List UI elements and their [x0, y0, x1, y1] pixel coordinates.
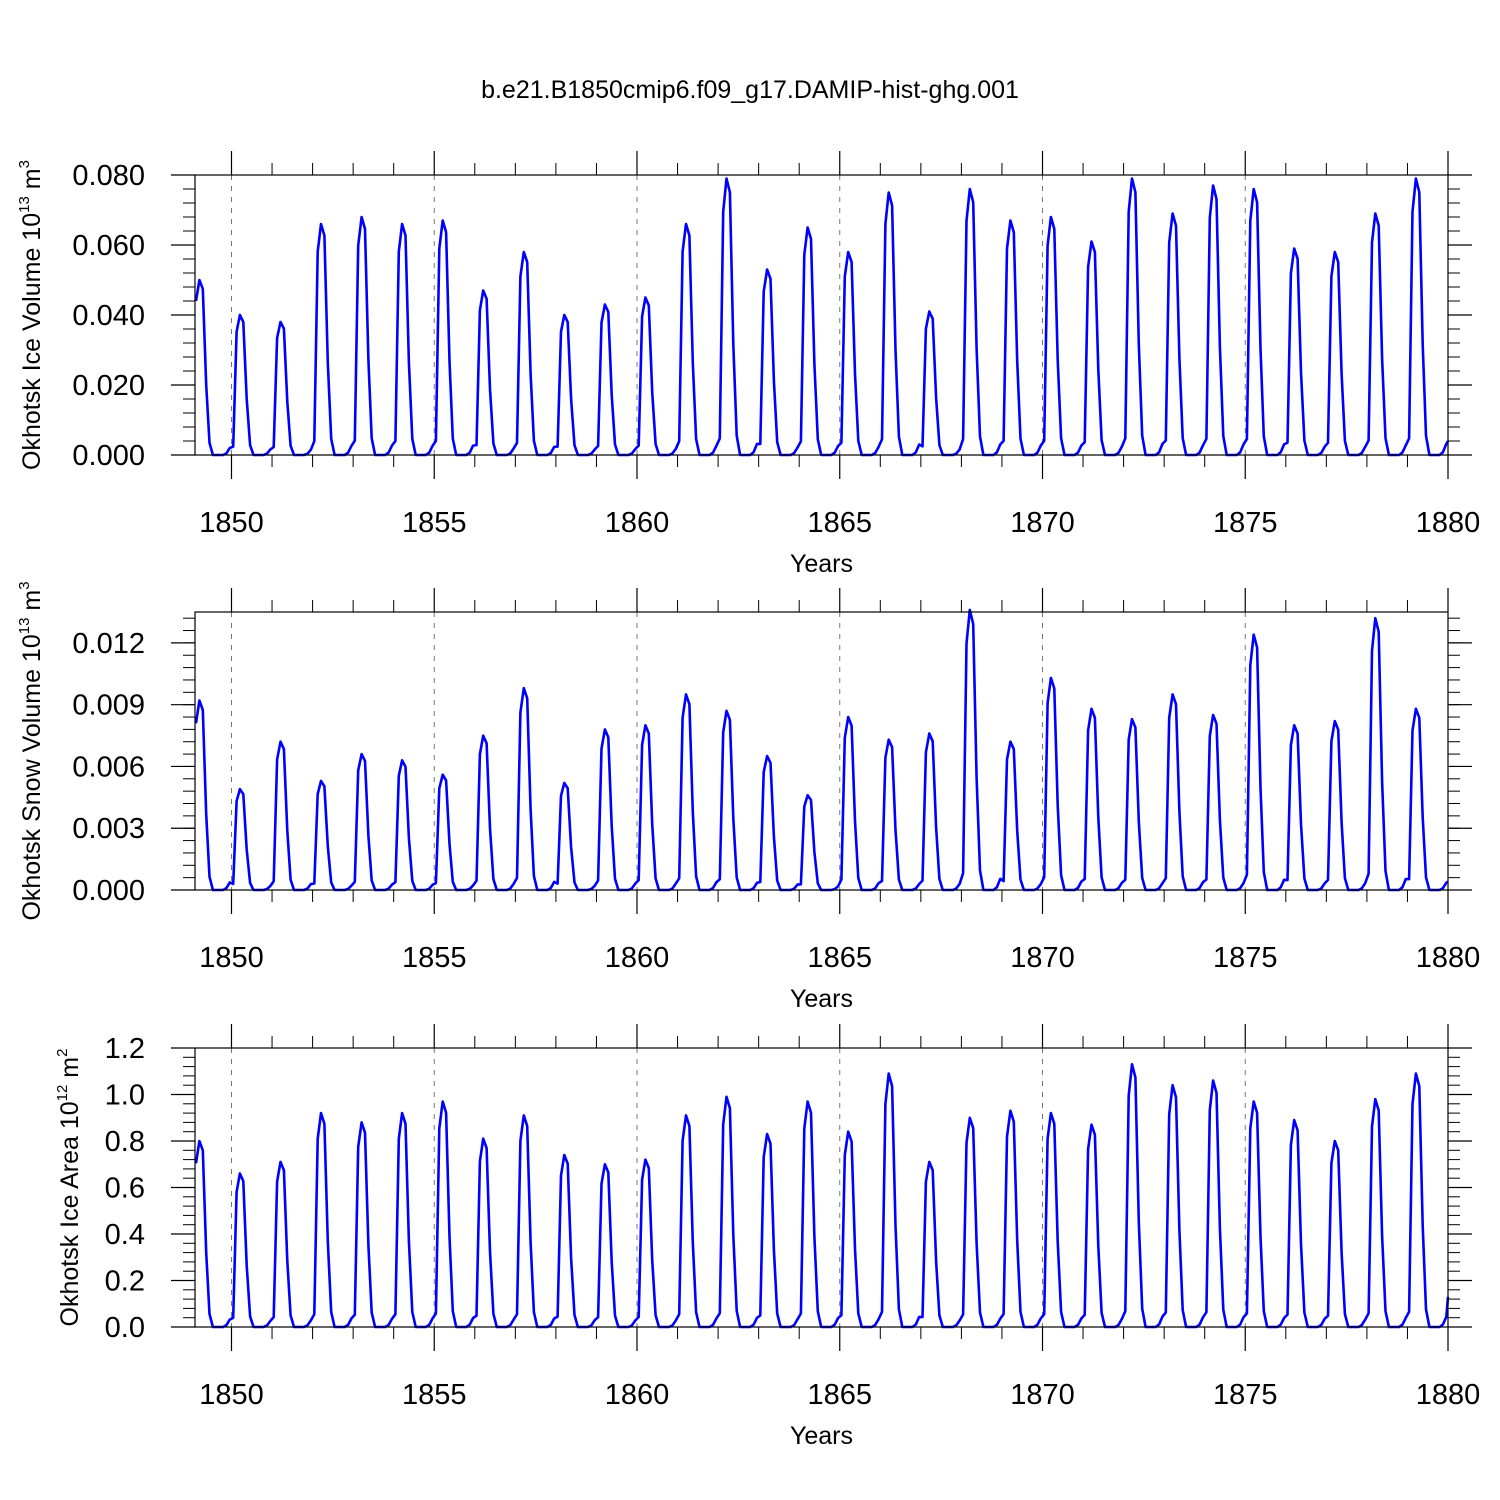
ice-area-ytick-label: 0.4 [105, 1219, 145, 1251]
ice-volume-ylabel-exp: 3 [16, 160, 33, 168]
snow-volume-xtick-label: 1865 [807, 942, 872, 974]
ice-area-ylabel-exp: 2 [54, 1049, 71, 1057]
ice-area-ytick-label: 0.6 [105, 1173, 145, 1205]
snow-volume-xtick-label: 1860 [605, 942, 670, 974]
ice-volume-ylabel-part: Okhotsk Ice Volume 10 [18, 213, 46, 470]
snow-volume-plot-frame [194, 611, 1449, 891]
ice-area-xtick-label: 1870 [1010, 1379, 1075, 1411]
ice-volume-xtick-label: 1860 [605, 507, 670, 539]
ice-volume-ylabel: Okhotsk Ice Volume 1013 m3 [16, 160, 46, 470]
ice-volume-xtick-label: 1875 [1213, 507, 1278, 539]
snow-volume-ytick-label: 0.006 [72, 751, 145, 783]
snow-volume-ylabel-exp: 13 [16, 618, 33, 635]
snow-volume-panel: 1850 1855 1860 1865 1870 1875 1880 0.000 0.003 0.… [16, 581, 1480, 1013]
ice-volume-xtick-label: 1850 [199, 507, 264, 539]
snow-volume-xlabel: Years [790, 985, 853, 1013]
snow-volume-xtick-label: 1875 [1213, 942, 1278, 974]
ice-volume-ytick-label: 0.080 [72, 160, 145, 192]
ice-area-series-line [194, 1063, 1450, 1329]
ice-area-xtick-label: 1860 [605, 1379, 670, 1411]
ice-volume-ytick-label: 0.000 [72, 440, 145, 472]
ice-volume-xtick-label: 1880 [1416, 507, 1481, 539]
snow-volume-xtick-label: 1870 [1010, 942, 1075, 974]
snow-volume-xtick-label: 1855 [402, 942, 467, 974]
ice-volume-ytick-label: 0.040 [72, 300, 145, 332]
ice-volume-ylabel-part: m [18, 168, 46, 196]
snow-volume-xtick-label: 1850 [199, 942, 264, 974]
snow-volume-series-line [194, 608, 1449, 892]
ice-area-ylabel-exp: 12 [54, 1085, 71, 1102]
ice-area-xtick-label: 1875 [1213, 1379, 1278, 1411]
snow-volume-ytick-label: 0.009 [72, 690, 145, 722]
ice-volume-xtick-label: 1865 [807, 507, 872, 539]
snow-volume-ytick-label: 0.003 [72, 813, 145, 845]
ice-area-xtick-label: 1880 [1416, 1379, 1481, 1411]
ice-area-ylabel-part: m [56, 1057, 84, 1085]
snow-volume-ytick-label: 0.012 [72, 628, 145, 660]
ice-area-ylabel-part: Okhotsk Ice Area 10 [56, 1101, 84, 1326]
snow-volume-xtick-label: 1880 [1416, 942, 1481, 974]
ice-volume-ylabel-exp: 13 [16, 196, 33, 213]
ice-volume-ytick-label: 0.020 [72, 370, 145, 402]
snow-volume-ylabel-exp: 3 [16, 581, 33, 589]
snow-volume-ylabel-part: m [18, 590, 46, 618]
ice-area-xtick-label: 1865 [807, 1379, 872, 1411]
ice-volume-xtick-label: 1855 [402, 507, 467, 539]
snow-volume-ylabel: Okhotsk Snow Volume 1013 m3 [16, 581, 46, 920]
ice-area-ytick-label: 0.0 [105, 1312, 145, 1344]
ice-volume-panel: 1850 1855 1860 1865 1870 1875 1880 0.000 0.020 0.… [16, 151, 1480, 578]
ice-area-xtick-label: 1855 [402, 1379, 467, 1411]
ice-area-ytick-label: 1.2 [105, 1033, 145, 1065]
ice-area-ytick-label: 0.8 [105, 1126, 145, 1158]
ice-area-xlabel: Years [790, 1422, 853, 1450]
snow-volume-ylabel-part: Okhotsk Snow Volume 10 [18, 634, 46, 920]
figure-title: b.e21.B1850cmip6.f09_g17.DAMIP-hist-ghg.… [481, 76, 1019, 104]
snow-volume-ytick-label: 0.000 [72, 875, 145, 907]
ice-area-ylabel: Okhotsk Ice Area 1012 m2 [54, 1049, 84, 1327]
ice-volume-xtick-label: 1870 [1010, 507, 1075, 539]
ice-volume-xlabel: Years [790, 550, 853, 578]
ice-area-ytick-label: 1.0 [105, 1080, 145, 1112]
ice-volume-ytick-label: 0.060 [72, 230, 145, 262]
ice-area-xtick-label: 1850 [199, 1379, 264, 1411]
ice-volume-series-line [194, 177, 1450, 457]
ice-area-ytick-label: 0.2 [105, 1266, 145, 1298]
ice-area-panel: 1850 1855 1860 1865 1870 1875 1880 0.0 0.2 0.4 0.6… [54, 1024, 1480, 1450]
